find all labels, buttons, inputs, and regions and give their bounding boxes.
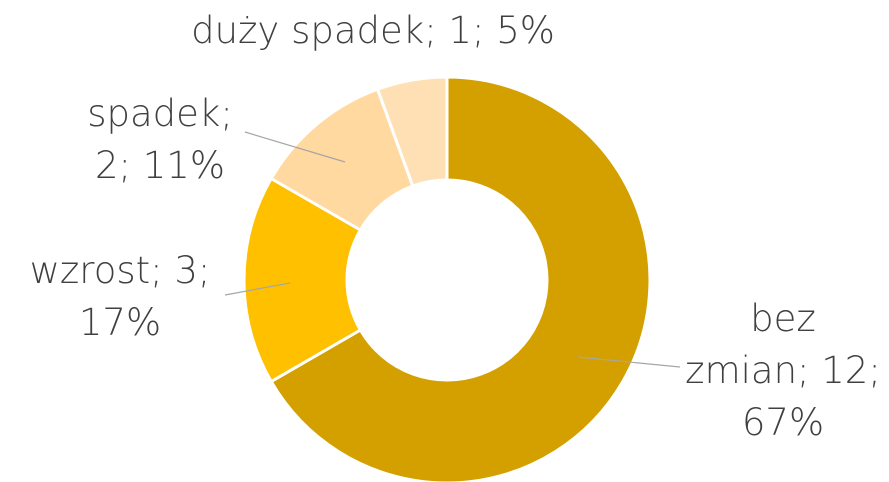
data-label: duży spadek; 1; 5% xyxy=(191,9,555,52)
data-label: wzrost; 3; 17% xyxy=(30,249,211,344)
data-label-line: 67% xyxy=(742,401,824,444)
leader-line xyxy=(577,356,681,368)
data-label: bez zmian; 12; 67% xyxy=(685,297,881,444)
leader-line xyxy=(224,282,291,296)
data-label: spadek; 2; 11% xyxy=(87,92,233,187)
data-label-line: wzrost; 3; xyxy=(30,249,211,292)
data-label-line: duży spadek; 1; 5% xyxy=(191,9,555,52)
data-label-line: zmian; 12; xyxy=(685,349,881,392)
data-label-line: 2; 11% xyxy=(95,144,225,187)
data-label-line: spadek; xyxy=(87,92,233,135)
donut-slice xyxy=(375,75,449,188)
donut-slice xyxy=(269,75,652,482)
data-label-line: 17% xyxy=(79,301,161,344)
leader-line xyxy=(244,131,346,163)
data-label-line: bez xyxy=(750,297,816,340)
donut-slice xyxy=(242,176,363,384)
